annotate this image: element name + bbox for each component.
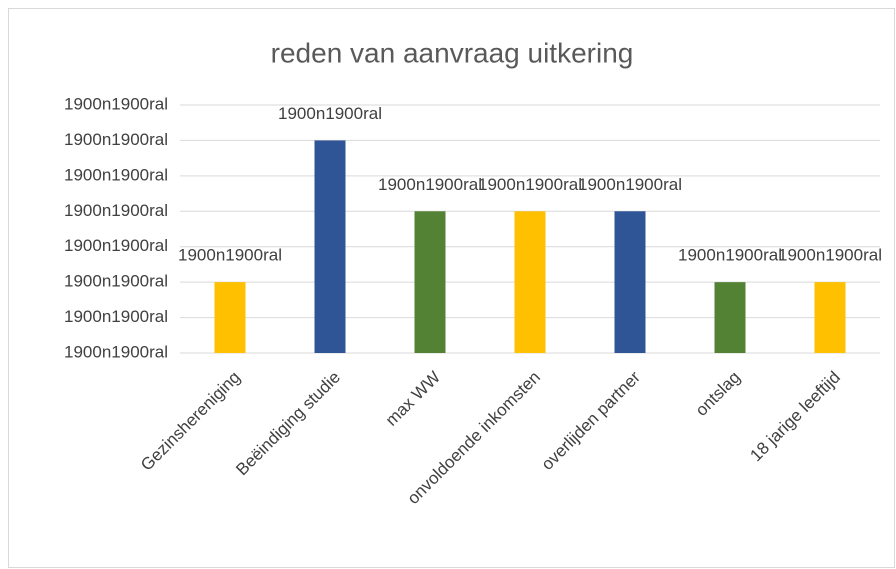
y-tick-label: 1900n1900ral xyxy=(64,307,168,326)
y-tick-label: 1900n1900ral xyxy=(64,342,168,361)
chart-title: reden van aanvraag uitkering xyxy=(271,37,634,68)
bar xyxy=(614,211,646,353)
y-tick-label: 1900n1900ral xyxy=(64,94,168,113)
data-label: 1900n1900ral xyxy=(578,175,682,194)
bar xyxy=(514,211,546,353)
data-label: 1900n1900ral xyxy=(378,175,482,194)
bar xyxy=(714,282,746,353)
bar xyxy=(214,282,246,353)
y-tick-label: 1900n1900ral xyxy=(64,236,168,255)
bar xyxy=(314,140,346,353)
y-tick-label: 1900n1900ral xyxy=(64,165,168,184)
data-label: 1900n1900ral xyxy=(478,175,582,194)
data-label: 1900n1900ral xyxy=(178,246,282,265)
y-tick-label: 1900n1900ral xyxy=(64,272,168,291)
y-tick-label: 1900n1900ral xyxy=(64,201,168,220)
data-label: 1900n1900ral xyxy=(678,246,782,265)
bar xyxy=(414,211,446,353)
data-label: 1900n1900ral xyxy=(278,104,382,123)
data-label: 1900n1900ral xyxy=(778,246,882,265)
bar xyxy=(814,282,846,353)
chart-area xyxy=(8,8,895,568)
y-tick-label: 1900n1900ral xyxy=(64,130,168,149)
